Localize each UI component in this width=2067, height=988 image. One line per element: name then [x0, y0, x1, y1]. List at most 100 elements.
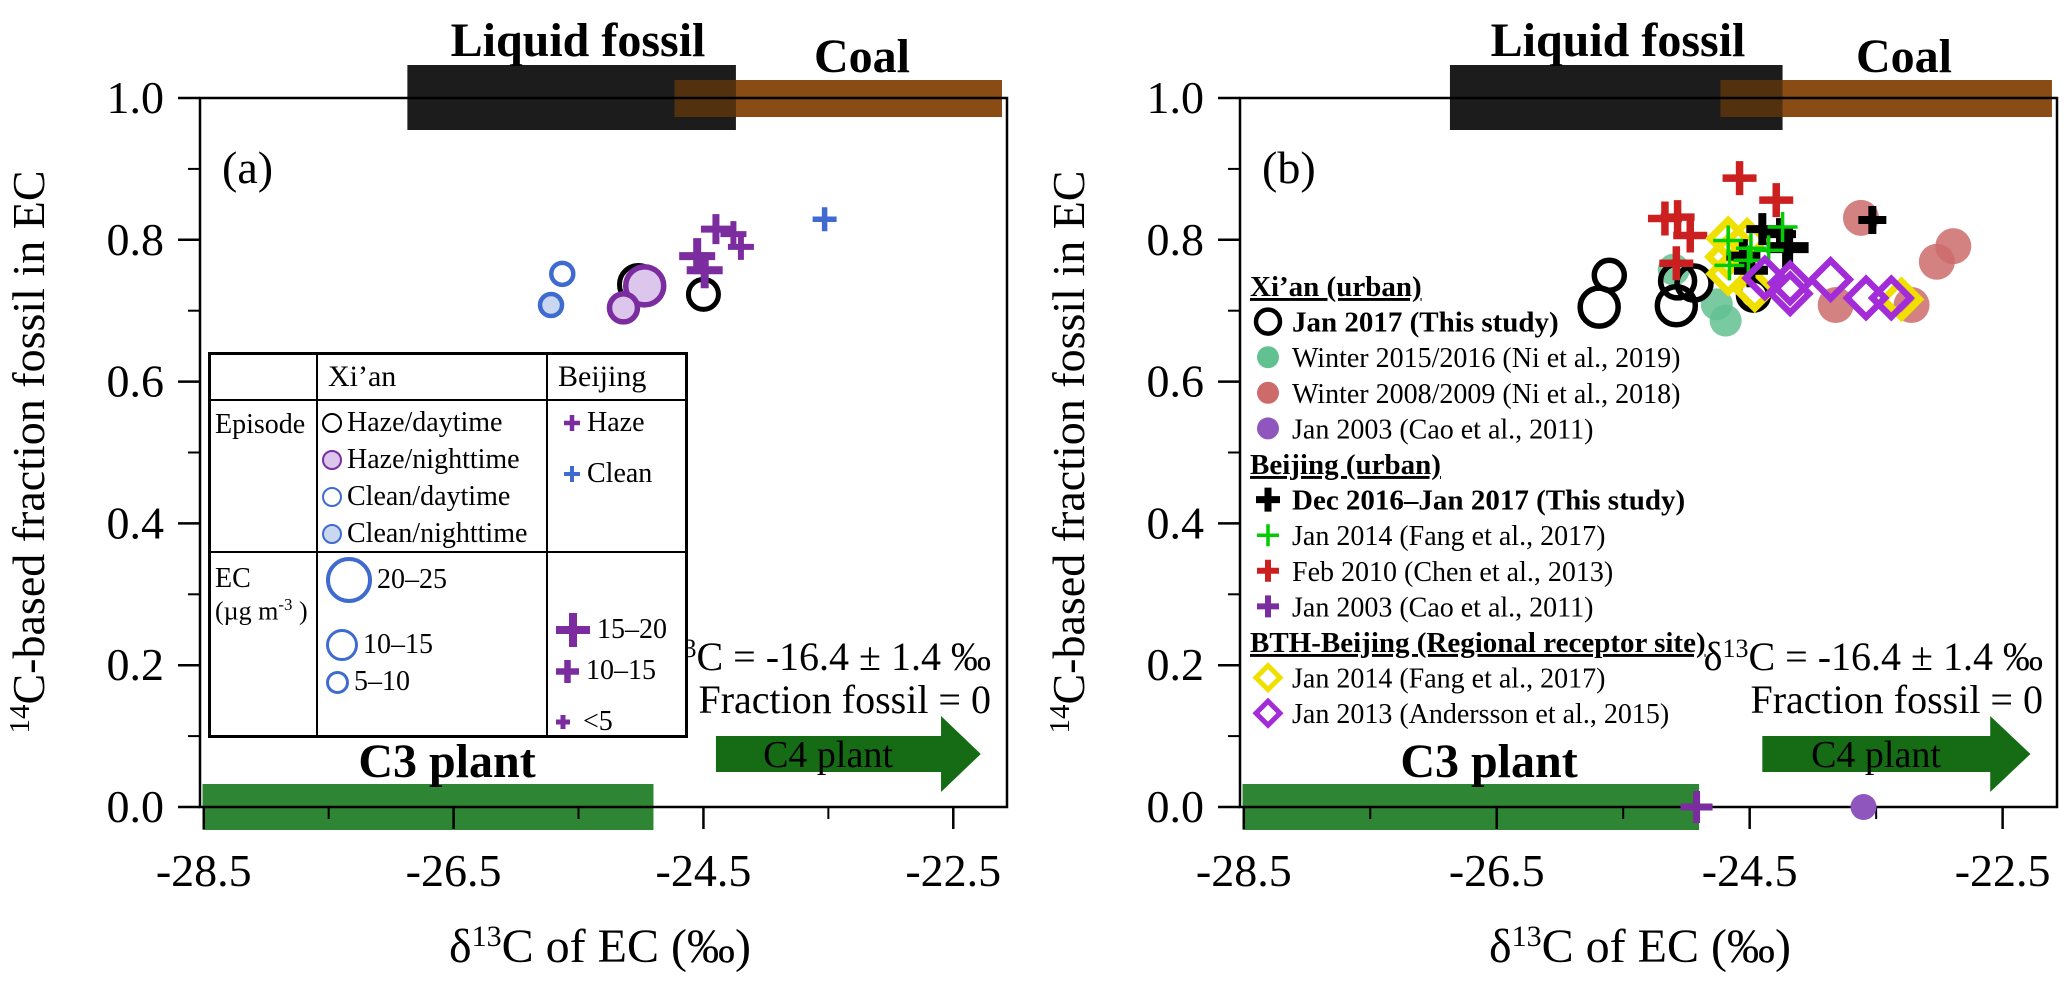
- ec-size-label: 10–15: [363, 629, 433, 660]
- x-tick-label: -22.5: [1955, 845, 2051, 896]
- legend-item-label: Jan 2003 (Cao et al., 2011): [1292, 592, 1593, 623]
- y-tick-label: 0.4: [1147, 497, 1205, 548]
- panel-a-letter: (a): [222, 142, 273, 193]
- data-point-plus: [812, 207, 837, 232]
- panel-a-coal-label: Coal: [814, 30, 910, 83]
- y-tick-label: 0.4: [107, 497, 165, 548]
- data-point-diamond: [1252, 662, 1284, 694]
- x-tick-label: -22.5: [905, 845, 1001, 896]
- legend-item-label: Winter 2015/2016 (Ni et al., 2019): [1292, 343, 1680, 374]
- x-tick-label: -24.5: [656, 845, 752, 896]
- x-tick-label: -26.5: [406, 845, 502, 896]
- data-point-circle: [622, 264, 667, 308]
- data-point-circle: [1257, 346, 1279, 369]
- data-point-plus: [686, 252, 723, 289]
- ec-size-label: 15–20: [597, 614, 667, 645]
- data-point-plus: [1722, 161, 1757, 196]
- ec-label: EC: [215, 563, 251, 594]
- data-point-diamond: [1807, 255, 1855, 304]
- legend-item-label: Haze: [587, 406, 645, 438]
- y-tick-label: 0.8: [107, 214, 165, 265]
- panel-b-letter: (b): [1262, 142, 1316, 193]
- large-purple-plus-icon: [556, 613, 590, 647]
- ec-size-label: 5–10: [354, 666, 410, 697]
- panel-b-coal-label: Coal: [1856, 30, 1952, 83]
- panel-b-note-line1: δ13C = -16.4 ± 1.4 ‰: [1704, 634, 2043, 679]
- panel-a-legend-table: Xi’an Beijing Episode Haze/daytime Haze/…: [208, 352, 688, 738]
- data-point-plus: [1257, 559, 1279, 582]
- data-point-circle: [1253, 307, 1283, 336]
- c4-plant-arrow: [1762, 716, 2031, 792]
- data-point-plus: [700, 214, 731, 245]
- data-point-circle: [537, 291, 565, 319]
- data-point-plus: [1680, 791, 1713, 823]
- data-point-circle: [549, 260, 576, 288]
- y-tick-label: 0.0: [1147, 781, 1205, 832]
- x-tick-label: -26.5: [1449, 845, 1545, 896]
- y-tick-label: 0.2: [1147, 639, 1205, 690]
- y-tick-label: 0.2: [107, 639, 165, 690]
- y-tick-label: 0.6: [1147, 356, 1205, 407]
- purple-filled-circle-icon: [322, 449, 342, 470]
- panel-a-note-line2: Fraction fossil = 0: [698, 677, 991, 722]
- series: [606, 264, 667, 325]
- x-tick-label: -28.5: [1196, 845, 1292, 896]
- series: [1741, 254, 1915, 322]
- legend-item-haze-daytime: Haze/daytime: [322, 404, 542, 441]
- data-point-circle: [1935, 228, 1972, 265]
- small-blue-circle-icon: [326, 670, 349, 694]
- data-point-plus: [1733, 245, 1764, 276]
- ec-size-label: 10–15: [586, 655, 656, 686]
- blue-plus-icon: [564, 465, 580, 482]
- y-tick-label: 0.6: [107, 356, 165, 407]
- legend-item-label: Beijing (urban): [1250, 449, 1441, 481]
- panel-a-c4-label: C4 plant: [763, 734, 893, 776]
- legend-item-label: Jan 2014 (Fang et al., 2017): [1292, 664, 1605, 695]
- panel-b-note-line2: Fraction fossil = 0: [1750, 677, 2043, 722]
- legend-item-label: Xi’an (urban): [1250, 271, 1422, 303]
- panel-b-c3-label: C3 plant: [1400, 735, 1577, 788]
- x-tick-label: -28.5: [156, 845, 252, 896]
- data-point-circle: [1654, 283, 1699, 328]
- legend-item-label: Winter 2008/2009 (Ni et al., 2018): [1292, 379, 1680, 410]
- legend-item-beijing-clean: Clean: [562, 455, 681, 492]
- series: [549, 260, 576, 288]
- data-point-plus: [1673, 218, 1708, 253]
- table-header-xian: Xi’an: [318, 355, 548, 401]
- data-point-plus: [1766, 226, 1809, 269]
- data-point-plus: [1257, 524, 1279, 547]
- series: [812, 207, 837, 232]
- data-point-diamond: [1766, 270, 1814, 318]
- legend-item-clean-daytime: Clean/daytime: [322, 478, 542, 515]
- data-point-diamond: [1252, 697, 1284, 729]
- legend-item-label: Clean: [587, 457, 653, 489]
- legend-item-clean-nighttime: Clean/nighttime: [322, 515, 542, 551]
- data-point-plus: [1257, 595, 1279, 618]
- data-point-circle: [606, 291, 641, 325]
- data-point-diamond: [1741, 254, 1789, 302]
- legend-item-label: Haze/nighttime: [347, 443, 520, 475]
- ec-size-20-25: 20–25: [326, 557, 542, 603]
- data-point-plus: [1256, 487, 1280, 512]
- data-point-circle: [1577, 285, 1621, 329]
- series: [1713, 212, 1798, 281]
- panel-b-xaxis-title: δ13C of EC (‰): [1489, 920, 1791, 973]
- legend-item-label: Clean/nighttime: [347, 517, 528, 549]
- data-point-plus: [727, 233, 754, 260]
- large-blue-circle-icon: [326, 557, 372, 603]
- data-point-plus: [1767, 212, 1798, 243]
- panel-b-generated: -28.5 -26.5 -24.5 -22.5 1.0 0.8 0.6 0.4 0.2 0.0 Xi…: [1147, 65, 2059, 896]
- data-point-plus: [1714, 250, 1745, 281]
- data-point-diamond: [1842, 274, 1890, 322]
- c4-plant-arrow: [715, 716, 981, 792]
- ec-unit: (µg m-3 ): [215, 595, 308, 626]
- data-point-diamond: [1731, 267, 1778, 314]
- ec-size-5-10: 5–10: [326, 666, 542, 697]
- data-point-diamond: [1878, 276, 1925, 323]
- y-tick-label: 1.0: [107, 72, 165, 123]
- ec-size-10-15: 10–15: [326, 628, 542, 662]
- table-ec-beijing-cell: 15–20 10–15 <5: [548, 553, 685, 735]
- data-point-circle: [1257, 381, 1279, 404]
- legend-item-label: Haze/daytime: [347, 406, 503, 438]
